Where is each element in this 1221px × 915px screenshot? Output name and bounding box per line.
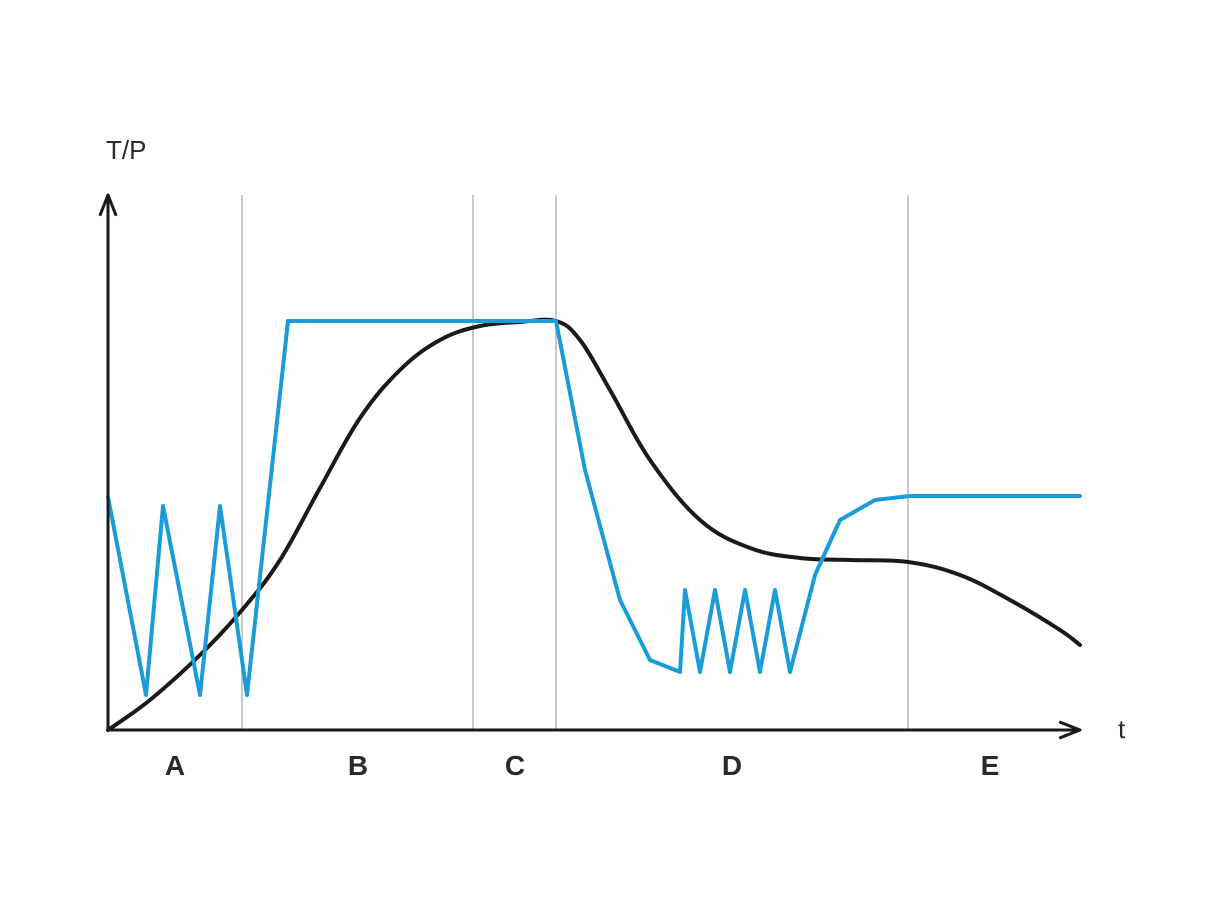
section-label-d: D [722,750,742,781]
section-label-e: E [981,750,1000,781]
section-label-a: A [165,750,185,781]
x-axis-label: t [1118,714,1126,744]
y-axis-label: T/P [106,135,146,165]
section-label-c: C [505,750,525,781]
section-label-b: B [348,750,368,781]
chart-svg: T/P t A B C D E [0,0,1221,915]
chart-container: T/P t A B C D E [0,0,1221,915]
